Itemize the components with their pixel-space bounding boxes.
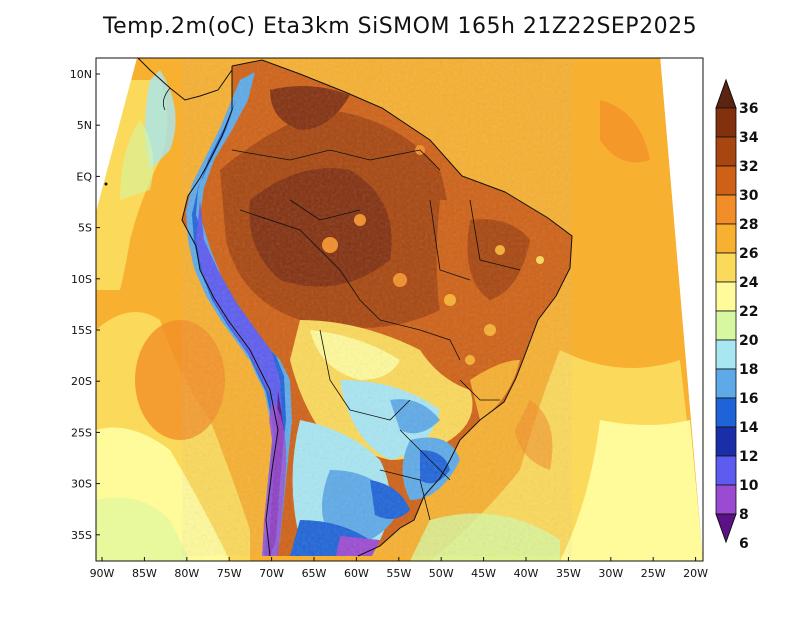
colorbar-label-32: 32 <box>739 159 758 175</box>
latitude-axis: 10N 5N EQ 5S 10S 15S 20S 25S 30S 35S <box>70 68 100 542</box>
colorbar-label-22: 22 <box>739 304 758 320</box>
lat-label-35s: 35S <box>71 529 92 542</box>
lon-label-60w: 60W <box>344 567 369 580</box>
colorbar-label-6: 6 <box>739 536 749 552</box>
colorbar-label-36: 36 <box>739 101 758 117</box>
lon-label-30w: 30W <box>598 567 623 580</box>
colorbar-label-30: 30 <box>739 188 759 204</box>
lon-label-35w: 35W <box>556 567 581 580</box>
colorbar-label-12: 12 <box>739 449 758 465</box>
colorbar-label-34: 34 <box>739 130 759 146</box>
lat-label-20s: 20S <box>71 375 92 388</box>
lat-label-25s: 25S <box>71 426 92 439</box>
colorbar-label-20: 20 <box>739 333 759 349</box>
colorbar-label-8: 8 <box>739 507 749 523</box>
colorbar-swatch <box>715 310 737 341</box>
colorbar: 36 34 32 30 28 26 24 22 20 18 16 14 12 10 8 6 <box>715 78 759 552</box>
country-borders <box>231 149 521 521</box>
colorbar-swatch <box>715 426 737 457</box>
colorbar-swatch <box>715 339 737 370</box>
lon-label-45w: 45W <box>471 567 496 580</box>
lon-label-85w: 85W <box>132 567 157 580</box>
colorbar-swatch <box>715 281 737 312</box>
lon-label-65w: 65W <box>302 567 327 580</box>
lon-label-50w: 50W <box>429 567 454 580</box>
colorbar-swatch <box>715 107 737 138</box>
lon-label-90w: 90W <box>90 567 115 580</box>
map-field <box>96 58 703 561</box>
lat-label-30s: 30S <box>71 478 92 491</box>
colorbar-min-arrow <box>715 513 737 544</box>
colorbar-label-26: 26 <box>739 246 758 262</box>
lon-label-20w: 20W <box>683 567 708 580</box>
colorbar-label-28: 28 <box>739 217 758 233</box>
lon-label-40w: 40W <box>514 567 539 580</box>
colorbar-label-10: 10 <box>739 478 759 494</box>
colorbar-swatch <box>715 165 737 196</box>
colorbar-swatch <box>715 484 737 515</box>
colorbar-swatch <box>715 368 737 399</box>
lon-label-25w: 25W <box>641 567 666 580</box>
colorbar-label-18: 18 <box>739 362 758 378</box>
lon-label-55w: 55W <box>386 567 411 580</box>
lat-label-5s: 5S <box>78 222 92 235</box>
colorbar-label-24: 24 <box>739 275 759 291</box>
colorbar-swatch <box>715 455 737 486</box>
colorbar-swatch <box>715 397 737 428</box>
lon-label-75w: 75W <box>217 567 242 580</box>
colorbar-max-arrow <box>715 78 737 109</box>
lat-label-10s: 10S <box>71 273 92 286</box>
colorbar-swatch <box>715 223 737 254</box>
lat-label-eq: EQ <box>76 170 92 183</box>
colorbar-swatch <box>715 194 737 225</box>
lat-label-5n: 5N <box>77 119 92 132</box>
colorbar-label-16: 16 <box>739 391 758 407</box>
coastline <box>231 59 573 557</box>
colorbar-label-14: 14 <box>739 420 759 436</box>
colorbar-swatch <box>715 136 737 167</box>
lon-label-70w: 70W <box>259 567 284 580</box>
map-title: Temp.2m(oC) Eta3km SiSMOM 165h 21Z22SEP2… <box>102 14 698 39</box>
map-frame <box>95 57 704 562</box>
longitude-axis: 90W 85W 80W 75W 70W 65W 60W 55W 50W 45W 40W 35W 30W 2… <box>90 557 708 580</box>
lat-label-15s: 15S <box>71 324 92 337</box>
lon-label-80w: 80W <box>174 567 199 580</box>
colorbar-swatch <box>715 252 737 283</box>
lat-label-10n: 10N <box>70 68 92 81</box>
